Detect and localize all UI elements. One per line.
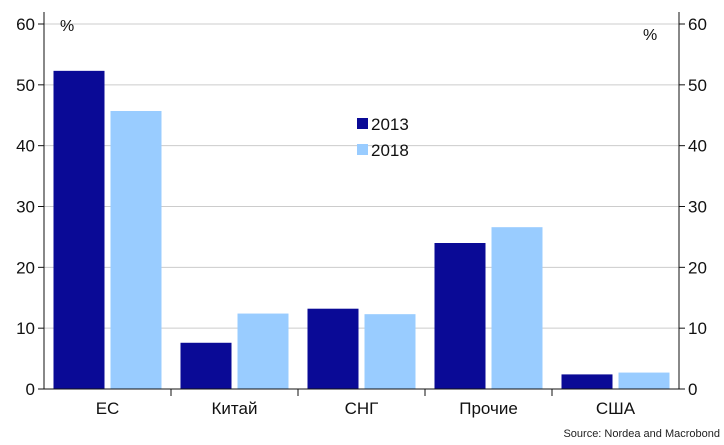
bar-2018-4	[618, 372, 670, 389]
axes	[38, 12, 685, 396]
right-y-tick-label: 30	[688, 198, 707, 217]
x-tick-label: Прочие	[459, 399, 518, 418]
bar-2018-0	[110, 110, 162, 389]
legend-swatch-2013	[357, 118, 368, 129]
x-tick-label: ЕС	[96, 399, 120, 418]
bar-2013-4	[561, 374, 613, 389]
bar-2013-1	[180, 342, 232, 389]
left-y-tick-label: 0	[26, 380, 35, 399]
x-tick-label: США	[596, 399, 636, 418]
bar-2013-0	[53, 70, 105, 389]
right-y-tick-label: 50	[688, 76, 707, 95]
legend-swatch-2018	[357, 144, 368, 155]
right-y-unit: %	[643, 27, 657, 44]
bar-2018-3	[491, 227, 543, 389]
left-y-tick-label: 10	[16, 319, 35, 338]
left-y-tick-labels: 0 10 20 30 40 50 60	[16, 15, 35, 399]
left-y-tick-label: 60	[16, 15, 35, 34]
source-note: Source: Nordea and Macrobond	[563, 428, 720, 440]
legend-label-2013: 2013	[371, 115, 409, 134]
left-y-unit: %	[60, 18, 74, 35]
right-y-tick-label: 20	[688, 258, 707, 277]
left-y-tick-label: 50	[16, 76, 35, 95]
right-y-tick-label: 40	[688, 137, 707, 156]
legend: 2013 2018	[357, 115, 409, 160]
x-tick-label: Китай	[212, 399, 258, 418]
right-y-tick-label: 10	[688, 319, 707, 338]
left-y-tick-label: 40	[16, 137, 35, 156]
right-y-tick-label: 0	[688, 380, 697, 399]
bars	[53, 70, 670, 389]
left-y-tick-label: 30	[16, 198, 35, 217]
x-tick-labels: ЕС Китай СНГ Прочие США	[96, 399, 636, 418]
legend-label-2018: 2018	[371, 141, 409, 160]
right-y-tick-labels: 0 10 20 30 40 50 60	[688, 15, 707, 399]
bar-2013-3	[434, 243, 486, 389]
bar-2018-1	[237, 313, 289, 389]
x-tick-label: СНГ	[345, 399, 379, 418]
right-y-tick-label: 60	[688, 15, 707, 34]
bar-2018-2	[364, 314, 416, 389]
bar-2013-2	[307, 308, 359, 389]
left-y-tick-label: 20	[16, 258, 35, 277]
